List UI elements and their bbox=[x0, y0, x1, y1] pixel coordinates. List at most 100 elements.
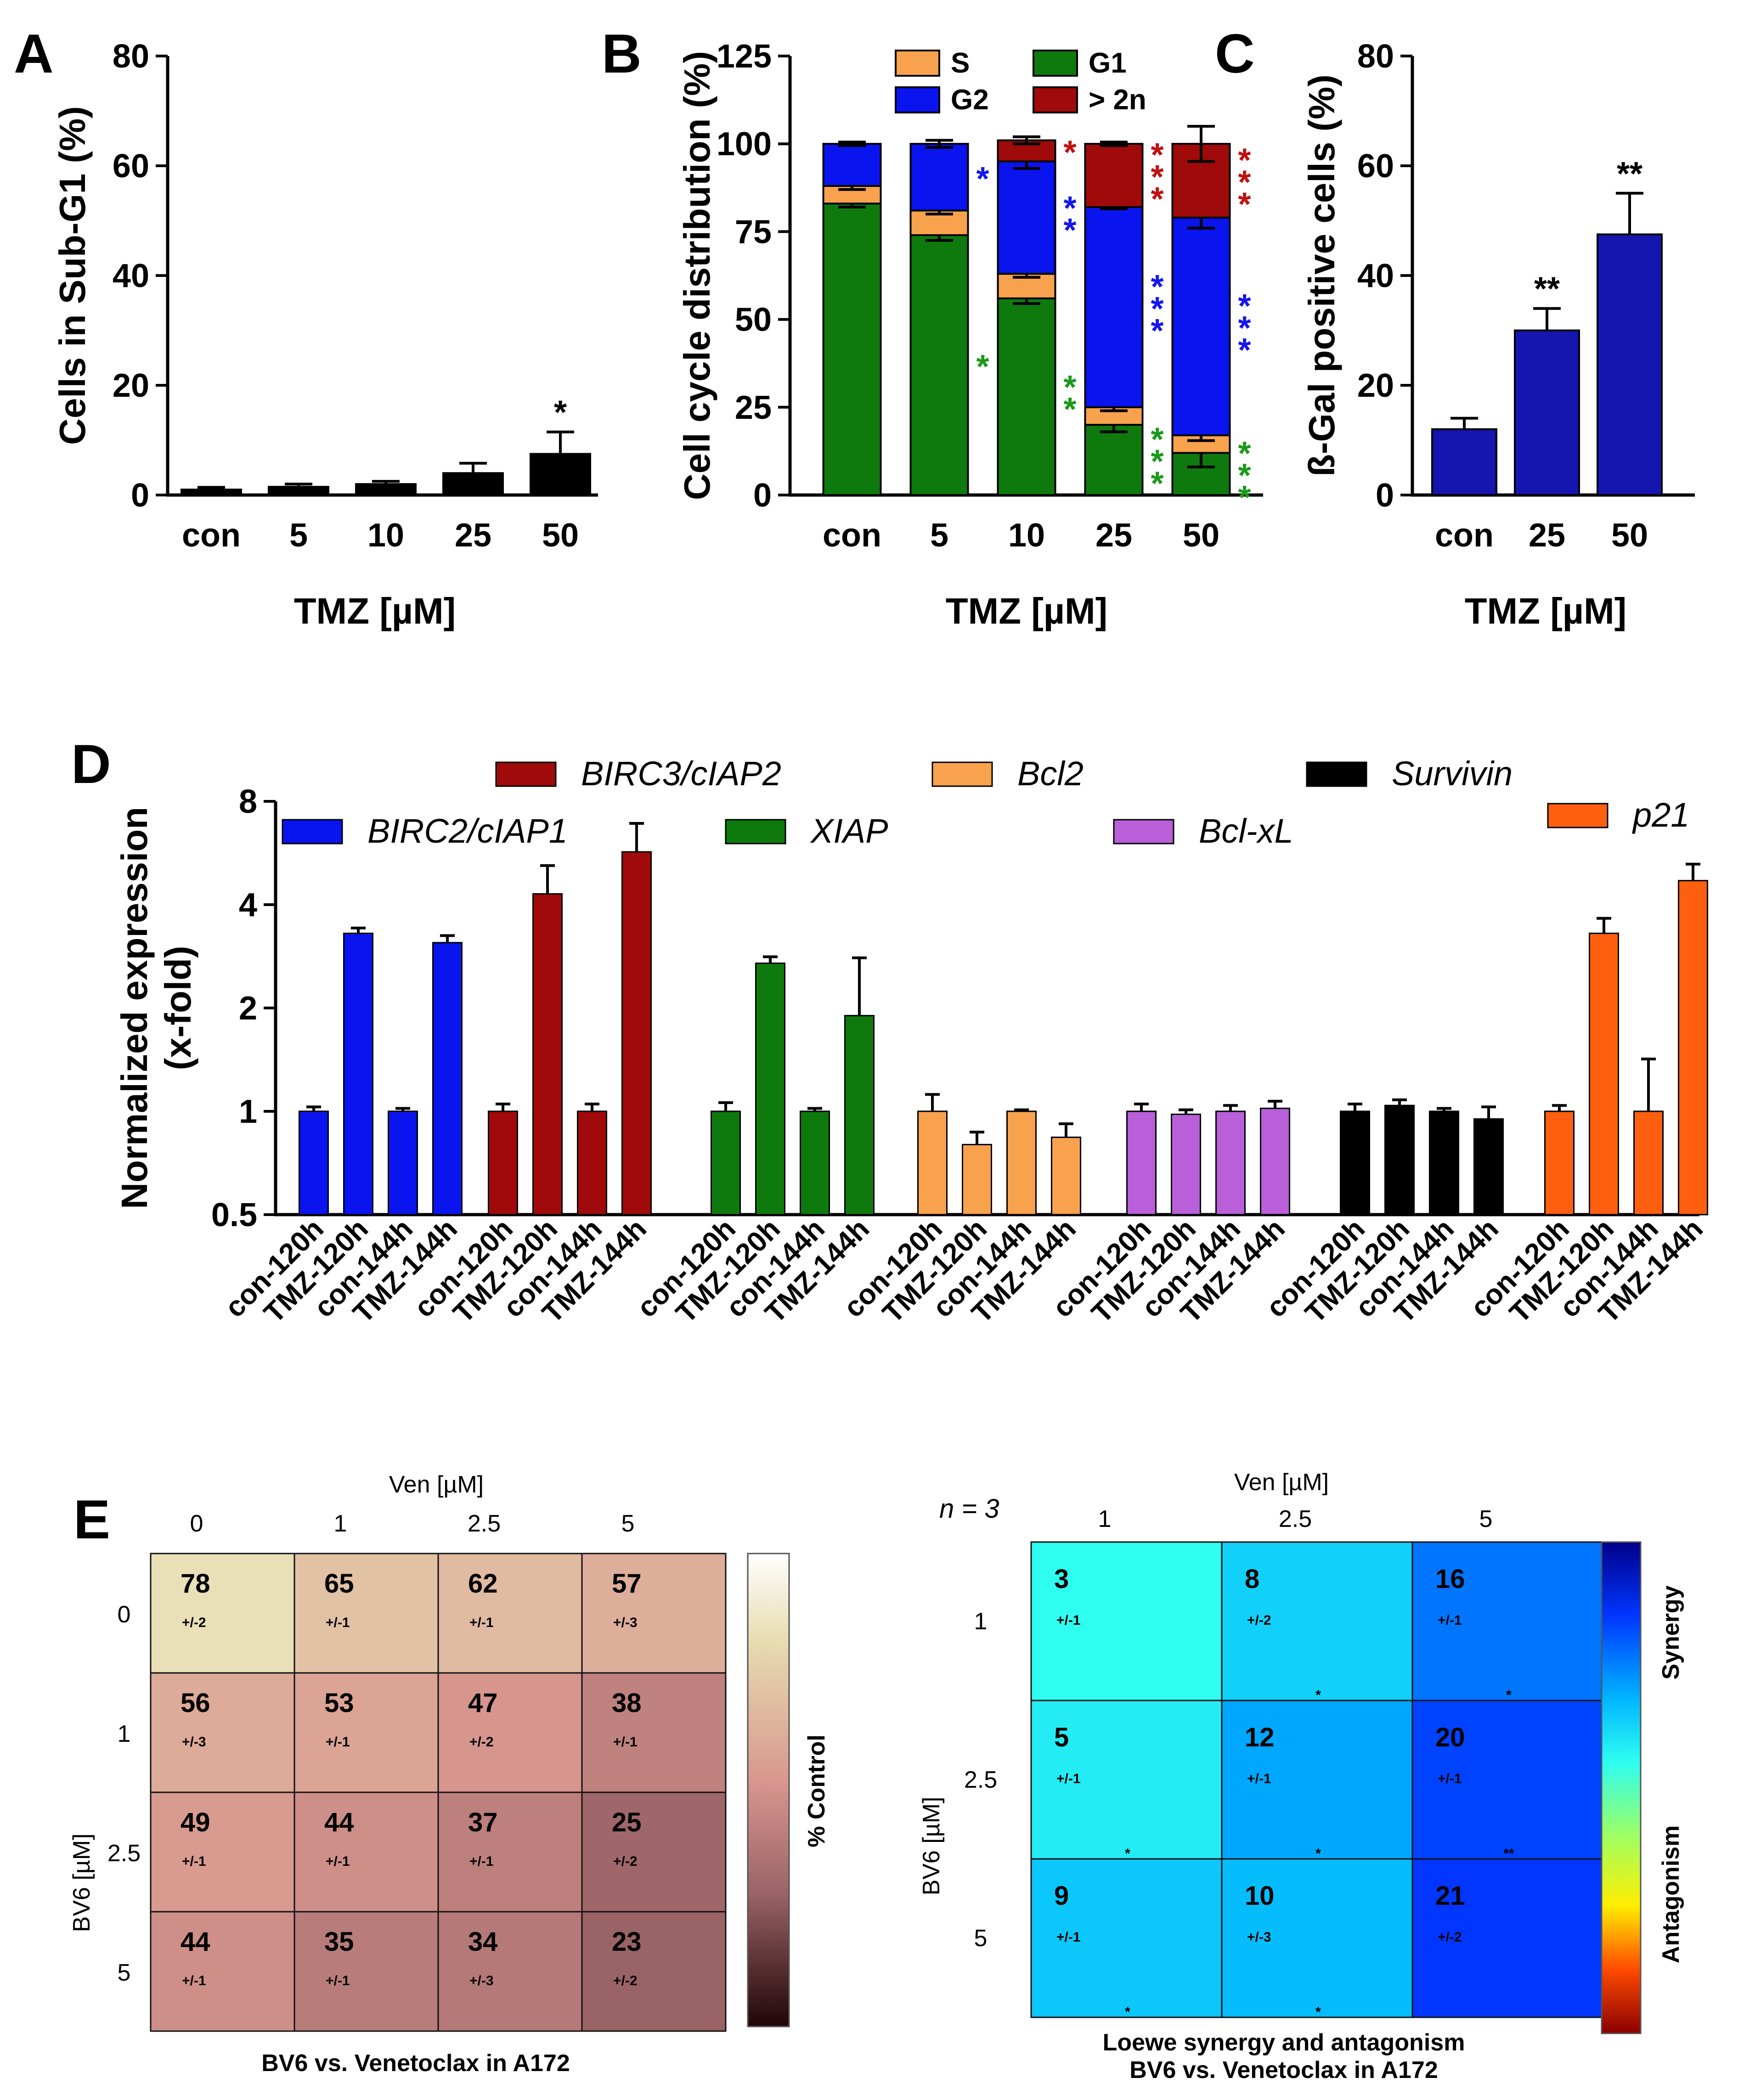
b-bar-segment bbox=[1084, 206, 1144, 408]
b-legend: S G1 G2 > 2n bbox=[895, 47, 1146, 116]
e2-cell-significance: * bbox=[1125, 1846, 1130, 1861]
a-x-tick-label: 50 bbox=[542, 517, 579, 554]
e1-cell-value: 35 bbox=[324, 1927, 354, 1957]
e2-y-tick-label: 1 bbox=[974, 1608, 988, 1635]
e1-y-axis-label: BV6 [µM] bbox=[68, 1834, 95, 1932]
e1-heatmap-cell bbox=[437, 1911, 583, 2032]
b-significance: * bbox=[1238, 479, 1251, 516]
e2-heatmap-cell bbox=[1221, 1541, 1413, 1701]
b-x-tick-label: 25 bbox=[1095, 517, 1132, 554]
e1-cell-sd: +/-1 bbox=[182, 1854, 206, 1869]
e1-x-tick-label: 2.5 bbox=[468, 1510, 501, 1537]
e2-heatmap-cell bbox=[1030, 1541, 1223, 1701]
e1-cell-sd: +/-2 bbox=[613, 1973, 638, 1988]
b-x-axis-label: TMZ [µM] bbox=[946, 591, 1108, 631]
panel-label-c: C bbox=[1215, 23, 1255, 84]
b-bar-segment bbox=[1171, 216, 1231, 436]
d-bar bbox=[711, 1110, 741, 1216]
d-bar bbox=[962, 1143, 992, 1216]
e2-x-tick-label: 5 bbox=[1479, 1506, 1493, 1532]
c-significance: ** bbox=[1617, 156, 1642, 192]
c-significance: ** bbox=[1534, 271, 1560, 308]
e1-heatmap-cell bbox=[581, 1911, 727, 2032]
e1-cell-value: 53 bbox=[324, 1688, 354, 1718]
y-tick-label: 1 bbox=[239, 1093, 257, 1130]
b-x-ticks: con 5 10 25 50 bbox=[823, 517, 1219, 554]
d-bar bbox=[1473, 1118, 1504, 1216]
e1-heatmap-cell bbox=[581, 1791, 727, 1913]
e1-cell-value: 37 bbox=[468, 1807, 498, 1837]
c-x-tick-label: 25 bbox=[1529, 517, 1565, 554]
e2-cell-significance: * bbox=[1125, 2004, 1130, 2020]
b-x-tick-label: con bbox=[823, 517, 881, 554]
a-bar bbox=[181, 489, 242, 496]
d-bar bbox=[1384, 1104, 1415, 1216]
d-bar bbox=[388, 1110, 418, 1216]
b-significance: * bbox=[1238, 142, 1251, 179]
d-bar bbox=[343, 932, 373, 1216]
e2-y-tick-label: 2.5 bbox=[964, 1767, 997, 1793]
panel-d: D 0.5 1 2 4 8 con-120hTMZ-120hcon-144hTMZ-14… bbox=[71, 733, 1709, 1329]
panel-a: A 0 20 40 60 80 * con 5 10 25 50 Cells in Sub-G1… bbox=[14, 23, 598, 631]
c-x-tick-label: con bbox=[1435, 517, 1494, 554]
b-legend-label: G2 bbox=[951, 84, 989, 116]
a-bar bbox=[530, 453, 591, 496]
b-significance: * bbox=[1151, 444, 1163, 480]
b-significance: * bbox=[1238, 186, 1251, 223]
e1-x-tick-label: 5 bbox=[621, 1510, 635, 1537]
e2-heatmap-grid: 1 2.5 5 1 2.5 5 3 +/-1 8 +/-2 * 16 +/-1 * 5 +/-1 * 12 +/-1… bbox=[964, 1506, 1604, 2020]
c-x-ticks: con 25 50 bbox=[1435, 517, 1648, 554]
e1-cell-sd: +/-3 bbox=[469, 1973, 494, 1988]
e1-x-axis-label: Ven [µM] bbox=[389, 1471, 484, 1498]
d-legend-label: Bcl-xL bbox=[1199, 812, 1293, 850]
d-legend-swatch bbox=[495, 761, 557, 787]
b-significance: * bbox=[976, 349, 989, 385]
e1-cell-value: 57 bbox=[612, 1569, 642, 1599]
c-bar bbox=[1597, 233, 1663, 496]
d-bars bbox=[299, 822, 1708, 1216]
e1-heatmap-cell bbox=[293, 1672, 439, 1793]
d-legend-swatch bbox=[725, 819, 786, 845]
d-bar bbox=[1633, 1110, 1664, 1216]
b-significance: * bbox=[1151, 313, 1163, 349]
e1-x-tick-label: 0 bbox=[190, 1510, 203, 1537]
e2-heatmap-cell bbox=[1030, 1858, 1223, 2018]
e2-cell-sd: +/-1 bbox=[1056, 1930, 1081, 1945]
d-legend-swatch bbox=[931, 761, 993, 787]
e2-heatmap-cell bbox=[1411, 1858, 1604, 2018]
b-legend-swatch bbox=[895, 86, 940, 113]
e1-cell-sd: +/-1 bbox=[326, 1973, 350, 1988]
b-x-tick-label: 50 bbox=[1183, 517, 1219, 554]
b-legend-swatch bbox=[1033, 86, 1078, 113]
y-tick-label: 75 bbox=[735, 214, 772, 250]
d-bar bbox=[532, 893, 563, 1216]
c-x-tick-label: 50 bbox=[1611, 517, 1648, 554]
d-bar bbox=[917, 1110, 948, 1216]
e1-y-tick-label: 0 bbox=[118, 1601, 131, 1628]
b-significance: * bbox=[1151, 291, 1163, 327]
e1-cell-value: 49 bbox=[181, 1807, 210, 1837]
e2-cell-value: 10 bbox=[1245, 1881, 1275, 1911]
b-bar-segment bbox=[997, 297, 1056, 496]
y-tick-label: 20 bbox=[113, 367, 149, 404]
e2-heatmap-cell bbox=[1411, 1700, 1604, 1860]
e2-cell-significance: * bbox=[1506, 1688, 1512, 1703]
d-legend-label: Bcl2 bbox=[1017, 754, 1084, 793]
b-significance: * bbox=[1063, 369, 1076, 406]
e2-cell-significance: * bbox=[1315, 1846, 1321, 1861]
d-bar bbox=[577, 1110, 607, 1216]
a-y-ticks: 0 20 40 60 80 bbox=[113, 38, 168, 514]
e1-cell-sd: +/-1 bbox=[613, 1734, 638, 1750]
b-significance: * bbox=[1063, 134, 1076, 171]
d-bar bbox=[1429, 1110, 1459, 1216]
e1-cell-value: 44 bbox=[181, 1927, 210, 1957]
panel-label-e: E bbox=[73, 1489, 110, 1550]
c-y-ticks: 0 20 40 60 80 bbox=[1357, 38, 1412, 514]
e1-x-tick-label: 1 bbox=[334, 1510, 347, 1537]
e2-sample-size: n = 3 bbox=[939, 1494, 999, 1524]
e2-cell-significance: * bbox=[1315, 1688, 1321, 1703]
b-significance: * bbox=[1238, 310, 1251, 347]
y-tick-label: 25 bbox=[735, 389, 772, 426]
e2-cell-sd: +/-3 bbox=[1247, 1930, 1271, 1945]
